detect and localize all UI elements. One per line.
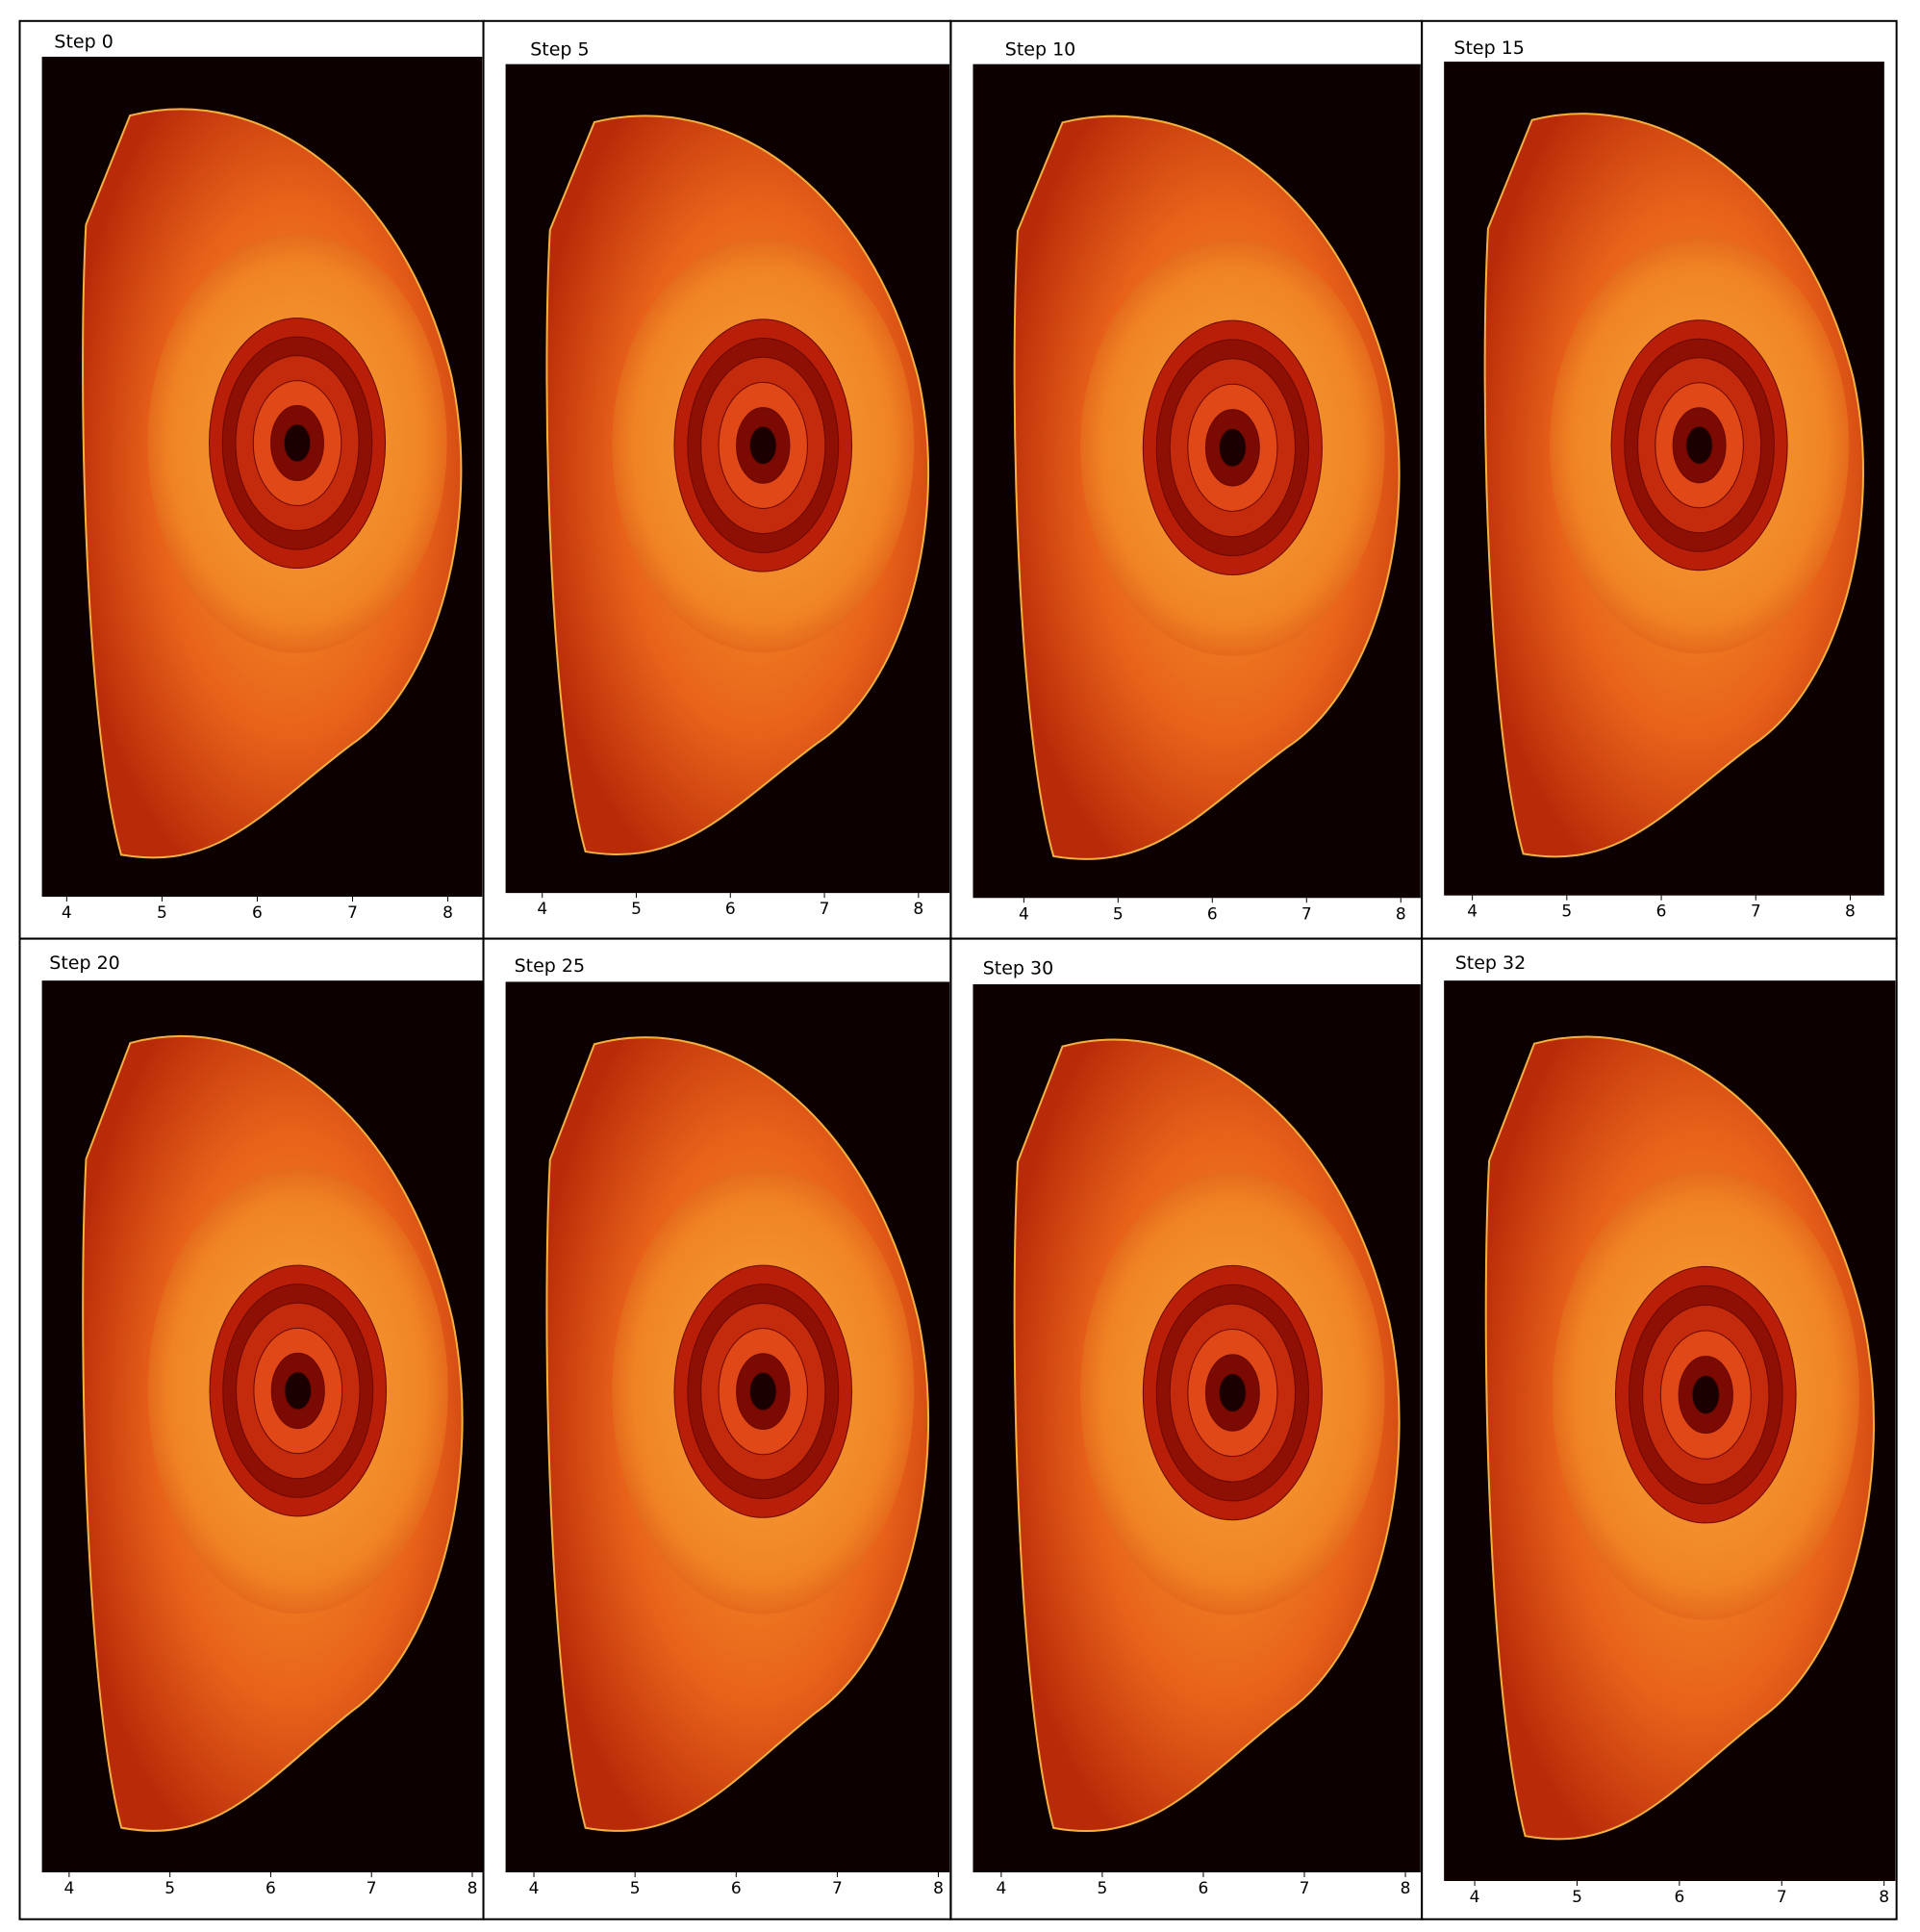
panel-title: Step 30 [983,957,1053,979]
panel-title: Step 25 [515,955,585,977]
panel: Step 25 4 5 6 7 8 [482,937,952,1920]
x-tick-label: 6 [1674,1888,1684,1907]
panel-frame [1421,937,1898,1920]
x-tick-label: 6 [1199,1879,1209,1898]
x-tick-label: 7 [820,900,830,919]
x-tick-label: 8 [442,903,453,923]
x-tick-label: 5 [1561,902,1572,922]
plasma-ring [1218,1373,1247,1412]
plasma-ring [283,423,312,463]
x-tick-label: 8 [933,1879,944,1898]
panel-title: Step 0 [54,32,113,53]
panel: Step 30 4 5 6 7 8 [949,937,1424,1920]
x-tick-label: 5 [631,900,642,919]
plasma-ring [1691,1375,1720,1415]
x-tick-label: 4 [63,1879,74,1898]
x-tick-label: 6 [252,903,263,923]
panel: Step 10 4 5 6 7 8 [949,19,1424,940]
panel: Step 32 4 5 6 7 8 [1421,937,1898,1920]
plasma-ring [1218,427,1247,468]
x-tick-label: 5 [164,1879,175,1898]
x-tick-label: 8 [1845,902,1856,922]
panel-title: Step 20 [49,953,119,974]
x-tick-label: 8 [1396,904,1406,924]
x-tick-label: 8 [467,1879,478,1898]
plasma-ring [748,1372,777,1411]
panel: Step 15 4 5 6 7 8 [1421,19,1898,940]
x-tick-label: 7 [1777,1888,1787,1907]
x-tick-label: 4 [996,1879,1006,1898]
x-tick-label: 8 [1879,1888,1889,1907]
x-tick-label: 4 [1019,904,1029,924]
x-tick-label: 5 [1098,1879,1108,1898]
x-tick-label: 6 [725,900,736,919]
x-tick-label: 7 [366,1879,377,1898]
x-tick-label: 5 [1572,1888,1582,1907]
plasma-ring [1685,425,1713,465]
x-tick-label: 6 [265,1879,276,1898]
x-tick-label: 7 [832,1879,843,1898]
x-tick-label: 7 [1301,904,1312,924]
panel-title: Step 10 [1005,38,1075,60]
x-tick-label: 7 [347,903,358,923]
panel-title: Step 5 [530,38,589,60]
x-tick-label: 5 [630,1879,641,1898]
x-tick-label: 4 [1470,1888,1480,1907]
x-tick-label: 4 [1467,902,1478,922]
panel: Step 0 4 5 6 7 8 [18,19,485,940]
panel-title: Step 32 [1455,953,1526,974]
x-tick-label: 6 [1207,904,1218,924]
x-tick-label: 6 [731,1879,742,1898]
x-tick-label: 6 [1656,902,1667,922]
panel: Step 5 4 5 6 7 8 [482,19,952,940]
x-tick-label: 8 [913,900,923,919]
x-tick-label: 8 [1401,1879,1411,1898]
plasma-ring [748,425,777,466]
panel: Step 20 4 5 6 7 8 [18,937,485,1920]
x-tick-label: 4 [62,903,72,923]
plasma-ring [284,1371,313,1411]
x-tick-label: 4 [537,900,547,919]
x-tick-label: 7 [1300,1879,1310,1898]
x-tick-label: 5 [1113,904,1124,924]
panel-title: Step 15 [1453,38,1524,59]
x-tick-label: 5 [157,903,167,923]
x-tick-label: 7 [1751,902,1761,922]
x-tick-label: 4 [529,1879,540,1898]
